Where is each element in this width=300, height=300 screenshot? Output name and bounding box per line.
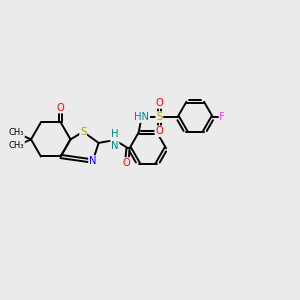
Text: HN: HN	[134, 112, 149, 122]
Text: O: O	[57, 103, 64, 112]
Text: S: S	[156, 112, 162, 122]
Text: CH₃: CH₃	[9, 128, 24, 137]
Text: O: O	[155, 98, 163, 108]
Text: O: O	[155, 126, 163, 136]
Text: CH₃: CH₃	[9, 141, 24, 150]
Text: O: O	[123, 158, 130, 168]
Text: F: F	[219, 112, 225, 122]
Text: N: N	[89, 156, 97, 166]
Text: S: S	[80, 127, 86, 137]
Text: H
N: H N	[111, 129, 118, 151]
